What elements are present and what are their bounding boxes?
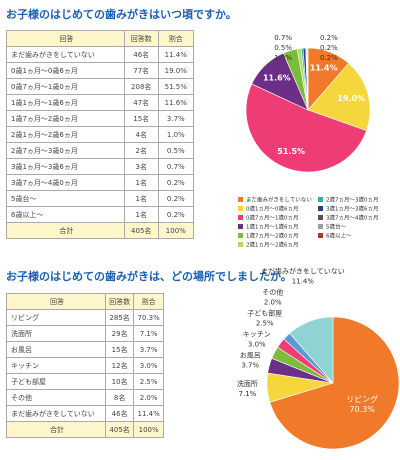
slice-label: 2.5%: [256, 319, 274, 327]
table-row: 3歳1ヵ月〜3歳6ヵ月 3名 0.7%: [6, 158, 195, 175]
table-row: 5歳台〜 1名 0.2%: [6, 190, 195, 207]
table-cell: 405名: [104, 421, 135, 438]
legend-label: 1歳7ヵ月〜2歳0ヵ月: [246, 232, 299, 240]
table-cell: 0.7%: [157, 158, 195, 175]
legend-swatch: [238, 224, 243, 229]
table-row: 合計 405名 100%: [6, 421, 164, 438]
slice-label: 11.4%: [292, 277, 315, 285]
pie-slice: [269, 316, 400, 450]
pie-slice: [306, 47, 309, 111]
legend-swatch: [318, 224, 323, 229]
slice-name: お風呂: [240, 351, 261, 359]
legend-label: 5歳台〜: [326, 223, 346, 231]
section-title: お子様のはじめての歯みがきは、どの場所でしましたか。: [6, 270, 292, 283]
table-row: 1歳7ヵ月〜2歳0ヵ月 15名 3.7%: [6, 110, 195, 127]
slice-label: 0.5%: [274, 44, 292, 52]
table-cell: 405名: [123, 222, 159, 239]
legend-label: 0歳1ヵ月〜0歳6ヵ月: [246, 205, 299, 213]
legend-swatch: [238, 206, 243, 211]
table-cell: 合計: [6, 222, 125, 239]
legend-label: 1歳1ヵ月〜1歳6ヵ月: [246, 223, 299, 231]
pie-slice: [307, 62, 371, 132]
table-cell: 11.4%: [157, 46, 195, 63]
table: 回答 回答数 割合 まだ歯みがきをしていない 46名 11.4% 0歳1ヵ月〜0歳6ヵ月 77…: [6, 30, 195, 239]
legend-label: 2歳1ヵ月〜2歳6ヵ月: [246, 241, 299, 249]
legend-swatch: [238, 242, 243, 247]
slice-label: 11.4%: [310, 64, 338, 73]
legend-swatch: [318, 206, 323, 211]
section-title: お子様のはじめての歯みがきはいつ頃ですか。: [6, 8, 237, 21]
slice-name: 子ども部屋: [247, 308, 282, 317]
table-cell: 100%: [133, 421, 164, 438]
pie-slice: [245, 83, 367, 173]
slice-label: 19.0%: [337, 94, 365, 103]
slice-label: 11.6%: [263, 74, 291, 83]
table: 回答 回答数 割合 リビング 285名 70.3% 洗面所 29名 7.1% お風呂 15名 3.7%…: [6, 293, 164, 438]
table-cell: 3.7%: [157, 110, 195, 127]
slice-name: 洗面所: [237, 379, 258, 388]
header-cell: 回答数: [104, 293, 135, 310]
table-row: 2歳7ヵ月〜3歳0ヵ月 2名 0.5%: [6, 142, 195, 159]
slice-name: その他: [262, 287, 283, 296]
slice-label: 3.0%: [248, 340, 266, 348]
slice-name: まだ歯みがきをしていない: [261, 266, 345, 275]
legend-label: 6歳以上〜: [326, 232, 352, 240]
table-header-row: 回答 回答数 割合: [6, 30, 195, 47]
slice-name: キッチン: [243, 330, 271, 338]
table-cell: 7.1%: [133, 325, 164, 342]
table-row: お風呂 15名 3.7%: [6, 341, 164, 358]
legend-swatch: [238, 197, 243, 202]
legend-label: 2歳7ヵ月〜3歳0ヵ月: [326, 196, 379, 204]
legend-swatch: [238, 215, 243, 220]
legend-label: 3歳1ヵ月〜3歳6ヵ月: [326, 205, 379, 213]
legend-swatch: [318, 197, 323, 202]
slice-label: 70.3%: [349, 405, 375, 414]
slice-label: 3.7%: [241, 361, 259, 369]
table-row: 1歳1ヵ月〜1歳6ヵ月 47名 11.6%: [6, 94, 195, 111]
table-row: 合計 405名 100%: [6, 222, 195, 239]
legend-label: 3歳7ヵ月〜4歳0ヵ月: [326, 214, 379, 222]
slice-label: 0.2%: [320, 34, 338, 42]
legend-swatch: [238, 233, 243, 238]
slice-label: 1.0%: [274, 54, 292, 62]
slice-label: 0.2%: [320, 44, 338, 52]
table-row: 子ども部屋 10名 2.5%: [6, 373, 164, 390]
slice-name: リビング: [346, 394, 378, 404]
table-row: 2歳1ヵ月〜2歳6ヵ月 4名 1.0%: [6, 126, 195, 143]
table-cell: 100%: [157, 222, 195, 239]
header-cell: 回答: [6, 30, 125, 47]
legend-label: 0歳7ヵ月〜1歳0ヵ月: [246, 214, 299, 222]
table-row: 0歳1ヵ月〜0歳6ヵ月 77名 19.0%: [6, 62, 195, 79]
slice-label: 2.0%: [264, 298, 282, 306]
table-header-row: 回答 回答数 割合: [6, 293, 164, 310]
header-cell: 回答数: [123, 30, 159, 47]
table-row: リビング 285名 70.3%: [6, 309, 164, 326]
table-row: まだ歯みがきをしていない 46名 11.4%: [6, 46, 195, 63]
pie-slice: [289, 316, 334, 384]
slice-label: 0.2%: [320, 54, 338, 62]
slice-label: 0.7%: [274, 34, 292, 42]
table-cell: 合計: [6, 421, 106, 438]
header-cell: 割合: [157, 30, 195, 47]
table-row: その他 8名 2.0%: [6, 389, 164, 406]
slice-label: 7.1%: [239, 390, 257, 398]
legend-label: まだ歯みがきをしていない: [246, 196, 312, 204]
slice-label: 51.5%: [277, 147, 305, 156]
legend-swatch: [318, 215, 323, 220]
legend-swatch: [318, 233, 323, 238]
